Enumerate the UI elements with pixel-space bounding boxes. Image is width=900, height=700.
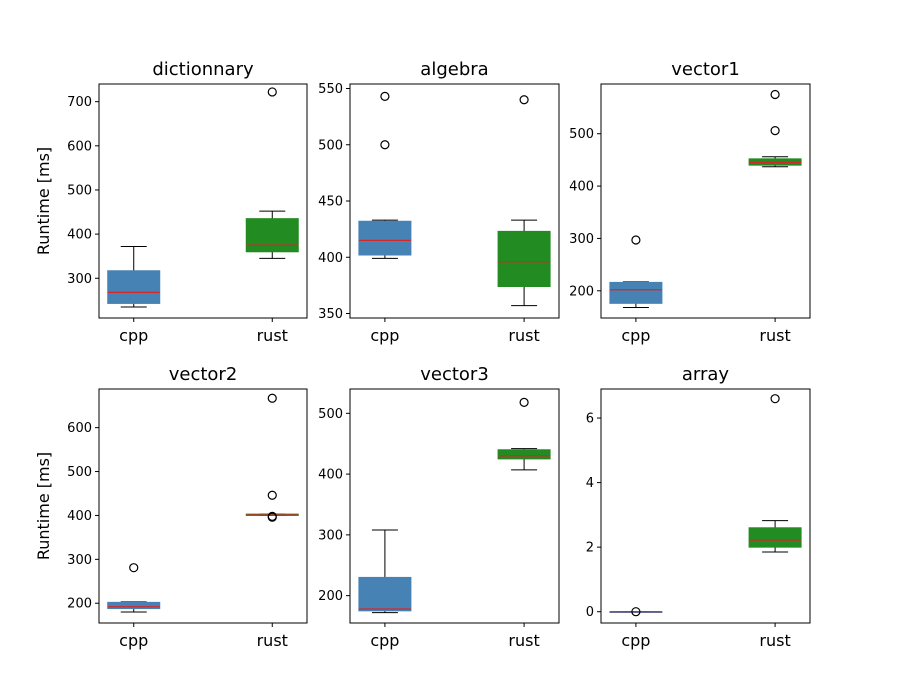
outlier-point <box>267 87 277 97</box>
outlier-point <box>631 607 641 617</box>
outlier-point <box>631 235 641 245</box>
y-tick-label: 400 <box>318 468 343 483</box>
x-tick-label-cpp: cpp <box>119 631 148 650</box>
y-axis-label: Runtime [ms] <box>34 452 53 560</box>
outlier-point <box>267 490 277 500</box>
y-tick-label: 500 <box>318 407 343 422</box>
y-tick-label: 500 <box>318 138 343 153</box>
panel-vector3: vector3 200 300 400 500 cpp rust <box>318 364 560 650</box>
plot-frame <box>349 388 560 624</box>
panel-title: dictionnary <box>152 59 254 80</box>
outlier-point <box>519 95 529 105</box>
panel-vector2: vector2 200 300 400 500 600 Runtime [ms] cpp rus… <box>34 364 308 650</box>
box-rust <box>497 95 551 307</box>
box-body <box>748 527 802 548</box>
x-tick-label-rust: rust <box>508 631 539 650</box>
x-tick-label-rust: rust <box>257 631 288 650</box>
panel-algebra: algebra 350 400 450 500 550 cpp rust <box>318 59 560 345</box>
y-tick-label: 300 <box>67 272 92 287</box>
y-tick-label: 600 <box>67 421 92 436</box>
x-tick-label-rust: rust <box>759 631 790 650</box>
panel-array: array 0 2 4 6 cpp rust <box>586 364 811 650</box>
panel-title: vector3 <box>420 364 489 385</box>
y-tick-label: 400 <box>318 251 343 266</box>
plot-frame <box>600 83 811 319</box>
y-tick-label: 500 <box>569 127 594 142</box>
y-tick-label: 400 <box>67 228 92 243</box>
box-rust <box>245 393 299 522</box>
y-tick-label: 300 <box>569 232 594 247</box>
y-tick-label: 4 <box>586 476 594 491</box>
y-tick-label: 700 <box>67 95 92 110</box>
outlier-point <box>770 125 780 136</box>
outlier-point <box>267 393 277 403</box>
x-tick-label-rust: rust <box>257 326 288 345</box>
y-tick-label: 200 <box>569 284 594 299</box>
y-tick-label: 500 <box>67 183 92 198</box>
box-body <box>107 601 161 610</box>
y-tick-label: 200 <box>318 589 343 604</box>
box-body <box>497 449 551 460</box>
plot-frame <box>98 388 308 624</box>
box-cpp <box>609 607 663 617</box>
x-tick-label-rust: rust <box>508 326 539 345</box>
box-cpp <box>358 529 412 614</box>
box-cpp <box>609 235 663 309</box>
outlier-point <box>267 511 277 521</box>
box-body <box>358 576 412 612</box>
y-tick-label: 400 <box>569 180 594 195</box>
y-tick-label: 6 <box>586 412 594 427</box>
outlier-point <box>519 397 529 407</box>
y-tick-label: 350 <box>318 307 343 322</box>
x-tick-label-cpp: cpp <box>370 326 399 345</box>
panel-title: algebra <box>420 59 488 80</box>
panel-vector1: vector1 200 300 400 500 cpp rust <box>569 59 811 345</box>
panel-title: vector2 <box>169 364 238 385</box>
x-tick-label-rust: rust <box>759 326 790 345</box>
x-tick-label-cpp: cpp <box>621 631 650 650</box>
panel-title: array <box>682 364 730 385</box>
box-cpp <box>107 563 161 613</box>
y-tick-label: 0 <box>586 605 594 620</box>
y-tick-label: 200 <box>67 597 92 612</box>
x-tick-label-cpp: cpp <box>621 326 650 345</box>
x-tick-label-cpp: cpp <box>370 631 399 650</box>
box-body <box>497 230 551 287</box>
box-rust <box>245 87 299 259</box>
box-cpp <box>358 91 412 259</box>
plot-frame <box>98 83 308 319</box>
outlier-point <box>380 140 390 150</box>
y-axis-label: Runtime [ms] <box>34 147 53 255</box>
outlier-point <box>380 91 390 101</box>
outlier-point <box>770 89 780 100</box>
outlier-point <box>770 394 780 404</box>
y-tick-label: 600 <box>67 139 92 154</box>
y-tick-label: 400 <box>67 509 92 524</box>
y-tick-label: 450 <box>318 195 343 210</box>
y-tick-label: 300 <box>318 528 343 543</box>
box-body <box>358 220 412 256</box>
box-rust <box>748 394 802 553</box>
y-tick-label: 500 <box>67 465 92 480</box>
box-body <box>245 218 299 253</box>
y-tick-label: 2 <box>586 541 594 556</box>
box-rust <box>748 89 802 168</box>
panel-dictionnary: dictionnary 300 400 500 600 700 Runtime [ms] cp… <box>34 59 308 345</box>
y-tick-label: 300 <box>67 553 92 568</box>
box-body <box>609 281 663 304</box>
plot-frame <box>600 388 811 624</box>
box-cpp <box>107 245 161 308</box>
y-tick-label: 550 <box>318 82 343 97</box>
box-body <box>107 270 161 304</box>
panel-title: vector1 <box>671 59 740 80</box>
x-tick-label-cpp: cpp <box>119 326 148 345</box>
outlier-point <box>129 563 139 573</box>
box-rust <box>497 397 551 471</box>
